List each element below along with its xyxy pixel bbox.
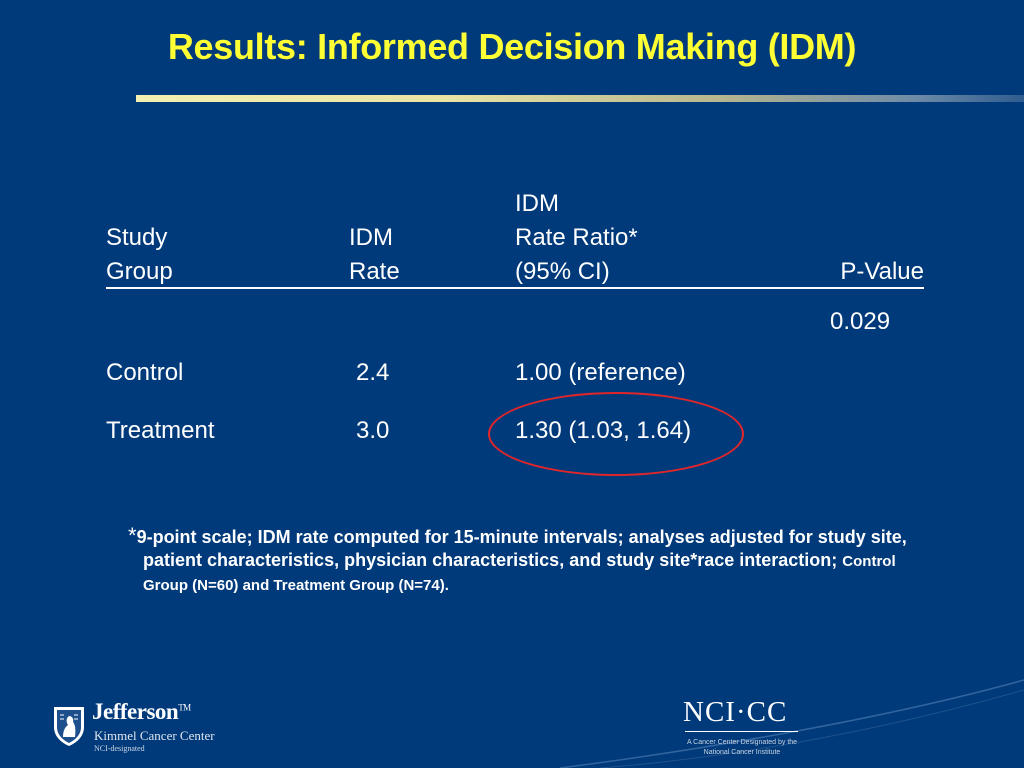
nci-cc-caption: A Cancer Center Designated by the Nation…	[683, 738, 801, 758]
p-value-cell: 0.029	[830, 308, 891, 335]
table-header: Study Group IDM Rate IDM Rate Ratio* (95…	[106, 185, 924, 289]
footnote-sample-sizes: Control Group (N=60) and Treatment Group…	[143, 553, 896, 594]
jefferson-tm: TM	[178, 702, 191, 713]
nci-cc-wordmark: NCI·CC	[683, 696, 788, 728]
rate-cell: 3.0	[356, 417, 390, 444]
jefferson-shield-icon	[54, 707, 84, 746]
slide-title: Results: Informed Decision Making (IDM)	[167, 26, 857, 67]
header-line: Group	[106, 258, 173, 285]
nci-caption-line: National Cancer Institute	[703, 749, 781, 756]
header-line: P-Value	[840, 258, 924, 285]
title-underline-rule	[136, 95, 1024, 102]
header-idm-rate: IDM Rate	[349, 187, 400, 289]
rate-cell: 2.4	[356, 359, 390, 386]
nci-cc-rule	[685, 731, 798, 732]
group-cell: Control	[106, 359, 184, 386]
table-row-p-value: 0.029	[106, 305, 924, 339]
nci-caption-line: A Cancer Center Designated by the	[686, 739, 798, 746]
jefferson-name-text: Jefferson	[92, 699, 179, 724]
results-table: Study Group IDM Rate IDM Rate Ratio* (95…	[106, 185, 924, 444]
header-line: Study	[106, 224, 168, 251]
header-p-value: P-Value	[840, 187, 924, 289]
header-line: IDM	[349, 224, 393, 251]
header-line	[840, 221, 924, 255]
group-cell: Treatment	[106, 417, 215, 444]
highlight-ellipse	[488, 392, 744, 476]
header-study-group: Study Group	[106, 187, 173, 289]
nci-cc-logo: NCI·CC A Cancer Center Designated by the…	[683, 695, 803, 765]
header-line	[349, 187, 400, 221]
jefferson-subtitle: Kimmel Cancer Center	[94, 728, 215, 743]
header-rate-ratio: IDM Rate Ratio* (95% CI)	[515, 187, 638, 289]
header-line: (95% CI)	[515, 258, 610, 285]
footnote-asterisk: *	[128, 523, 137, 548]
header-line: IDM	[515, 190, 559, 217]
jefferson-logo: JeffersonTM Kimmel Cancer Center NCI-des…	[52, 699, 252, 755]
jefferson-designation: NCI-designated	[94, 744, 145, 753]
header-line: Rate Ratio*	[515, 224, 638, 251]
footnote-main: 9-point scale; IDM rate computed for 15-…	[136, 527, 907, 570]
table-row: Control 2.4 1.00 (reference)	[106, 356, 924, 390]
jefferson-wordmark: JeffersonTM	[92, 699, 191, 725]
ratio-cell: 1.00 (reference)	[515, 359, 686, 386]
footnote: *9-point scale; IDM rate computed for 15…	[128, 524, 928, 597]
header-line	[106, 187, 173, 221]
header-line: Rate	[349, 258, 400, 285]
header-line	[840, 187, 924, 221]
